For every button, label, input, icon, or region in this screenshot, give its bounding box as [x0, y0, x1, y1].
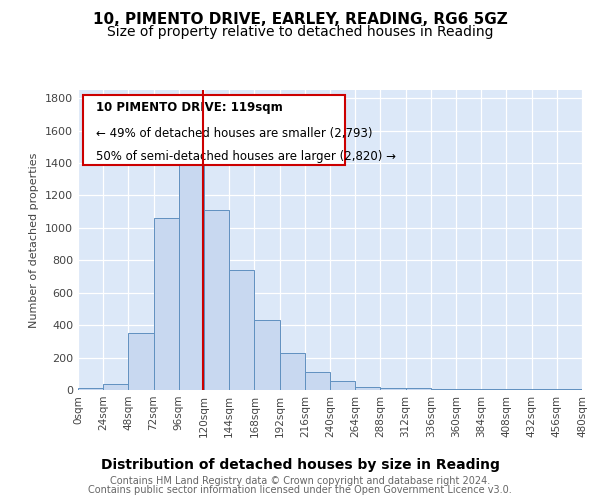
Bar	[305, 372, 330, 390]
Bar	[456, 389, 481, 390]
Bar	[128, 333, 154, 390]
Text: Contains public sector information licensed under the Open Government Licence v3: Contains public sector information licen…	[88, 485, 512, 495]
Bar	[506, 389, 532, 390]
Bar	[330, 381, 355, 390]
Y-axis label: Number of detached properties: Number of detached properties	[29, 152, 40, 328]
Bar	[406, 388, 431, 390]
Bar	[481, 389, 506, 390]
Text: ← 49% of detached houses are smaller (2,793): ← 49% of detached houses are smaller (2,…	[95, 128, 372, 140]
Bar	[204, 210, 229, 390]
Text: Distribution of detached houses by size in Reading: Distribution of detached houses by size …	[101, 458, 499, 471]
Bar	[78, 388, 103, 390]
Bar	[557, 389, 582, 390]
Bar	[154, 218, 179, 390]
Bar	[355, 387, 380, 390]
Bar	[431, 389, 456, 390]
Bar	[103, 384, 128, 390]
Text: 10 PIMENTO DRIVE: 119sqm: 10 PIMENTO DRIVE: 119sqm	[95, 100, 283, 114]
Bar	[532, 389, 557, 390]
Text: 10, PIMENTO DRIVE, EARLEY, READING, RG6 5GZ: 10, PIMENTO DRIVE, EARLEY, READING, RG6 …	[92, 12, 508, 28]
Bar	[254, 320, 280, 390]
FancyBboxPatch shape	[83, 94, 345, 165]
Bar	[179, 152, 204, 390]
Text: Contains HM Land Registry data © Crown copyright and database right 2024.: Contains HM Land Registry data © Crown c…	[110, 476, 490, 486]
Bar	[229, 270, 254, 390]
Text: 50% of semi-detached houses are larger (2,820) →: 50% of semi-detached houses are larger (…	[95, 150, 395, 163]
Text: Size of property relative to detached houses in Reading: Size of property relative to detached ho…	[107, 25, 493, 39]
Bar	[380, 388, 406, 390]
Bar	[280, 352, 305, 390]
